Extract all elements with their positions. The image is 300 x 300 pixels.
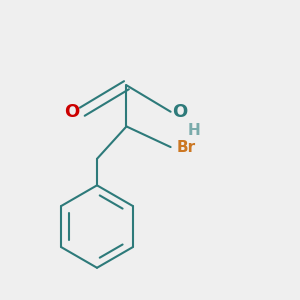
Text: O: O (64, 103, 79, 121)
Text: H: H (188, 123, 200, 138)
Text: Br: Br (176, 140, 196, 154)
Text: O: O (172, 103, 187, 121)
